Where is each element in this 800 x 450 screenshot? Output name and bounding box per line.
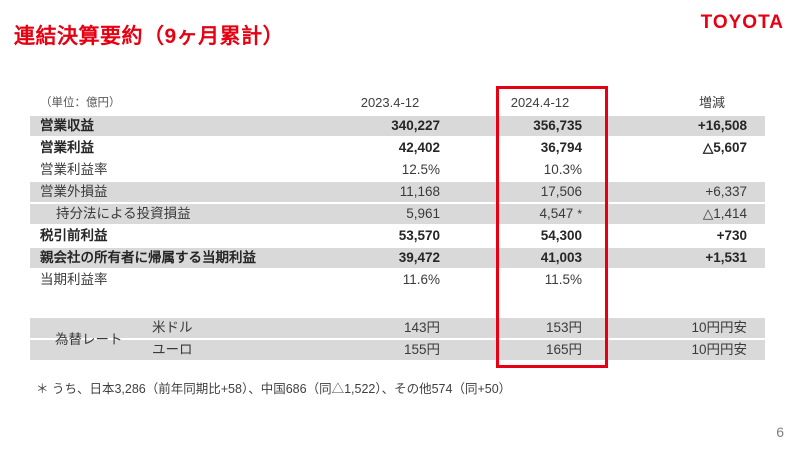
value-2023: 42,402 [398, 140, 440, 155]
value-2024: 41,003 [540, 250, 582, 265]
row-label: 営業収益 [40, 118, 94, 133]
value-2024: 356,735 [533, 118, 582, 133]
row-label: 営業利益率 [40, 162, 108, 177]
value-change: +6,337 [705, 184, 747, 199]
value-2024: 10.3% [543, 162, 582, 177]
value-2024-number: 4,547 [539, 206, 574, 221]
row-label: 親会社の所有者に帰属する当期利益 [40, 250, 256, 265]
value-change: +1,531 [705, 250, 747, 265]
value-2024: 4,547 * [470, 204, 610, 224]
table-row: 営業収益 340,227 356,735 +16,508 [30, 116, 765, 138]
value-2024: 165円 [545, 342, 582, 357]
value-2024: 17,506 [540, 184, 582, 199]
table-row: 営業利益率 12.5% 10.3% [30, 160, 765, 182]
column-header-2024: 2024.4-12 [510, 95, 570, 110]
value-2023: 5,961 [406, 206, 440, 221]
table-row: 税引前利益 53,570 54,300 +730 [30, 226, 765, 248]
value-2024: 153円 [545, 320, 582, 335]
value-2023: 53,570 [398, 228, 440, 243]
value-2023: 143円 [403, 320, 440, 335]
table-header-row: （単位：億円） 2023.4-12 2024.4-12 増減 [30, 90, 765, 116]
value-change: △5,607 [702, 140, 747, 155]
page-number: 6 [776, 424, 784, 440]
page-title: 連結決算要約（9ヶ月累計） [14, 25, 285, 48]
table-row: 持分法による投資損益 5,961 4,547 * △1,414 [30, 204, 765, 226]
value-change: △1,414 [702, 206, 747, 221]
value-2023: 12.5% [401, 162, 440, 177]
table-row: 米ドル 143円 153円 10円円安 [30, 318, 765, 340]
value-2024: 11.5% [544, 272, 582, 287]
row-label: 税引前利益 [40, 228, 108, 243]
table-row: ユーロ 155円 165円 10円円安 [30, 340, 765, 362]
value-2023: 11,168 [399, 184, 440, 199]
value-change: +16,508 [697, 118, 747, 133]
fx-group-label: 為替レート [55, 332, 123, 347]
toyota-logo: TOYOTA [700, 12, 784, 33]
footnote-marker: * [577, 207, 582, 221]
value-2023: 11.6% [402, 272, 440, 287]
value-2023: 155円 [403, 342, 440, 357]
table-gap [30, 292, 765, 318]
value-2023: 340,227 [391, 118, 440, 133]
table-row: 営業利益 42,402 36,794 △5,607 [30, 138, 765, 160]
column-header-change: 増減 [698, 95, 725, 110]
value-change: +730 [716, 228, 747, 243]
row-label: 営業利益 [40, 140, 94, 155]
value-change: 10円円安 [691, 342, 747, 357]
row-label: 営業外損益 [40, 184, 108, 199]
fx-currency-label: 米ドル [152, 320, 193, 335]
value-2024: 36,794 [540, 140, 582, 155]
financial-table: （単位：億円） 2023.4-12 2024.4-12 増減 営業収益 340,… [30, 90, 765, 362]
table-row: 営業外損益 11,168 17,506 +6,337 [30, 182, 765, 204]
row-label: 持分法による投資損益 [56, 206, 191, 221]
value-change: 10円円安 [691, 320, 747, 335]
value-2024: 54,300 [540, 228, 582, 243]
value-change [610, 270, 765, 290]
footnote: ＊ うち、日本3,286（前年同期比+58）、中国686（同△1,522）、その… [36, 382, 512, 396]
fx-currency-label: ユーロ [152, 342, 193, 357]
table-row: 親会社の所有者に帰属する当期利益 39,472 41,003 +1,531 [30, 248, 765, 270]
column-header-2023: 2023.4-12 [360, 95, 420, 110]
value-change [610, 160, 765, 180]
fx-rate-section: 為替レート 米ドル 143円 153円 10円円安 ユーロ 155円 165円 … [30, 318, 765, 362]
row-label: 当期利益率 [40, 272, 108, 287]
table-row: 当期利益率 11.6% 11.5% [30, 270, 765, 292]
value-2023: 39,472 [398, 250, 440, 265]
unit-label: （単位：億円） [40, 97, 121, 109]
